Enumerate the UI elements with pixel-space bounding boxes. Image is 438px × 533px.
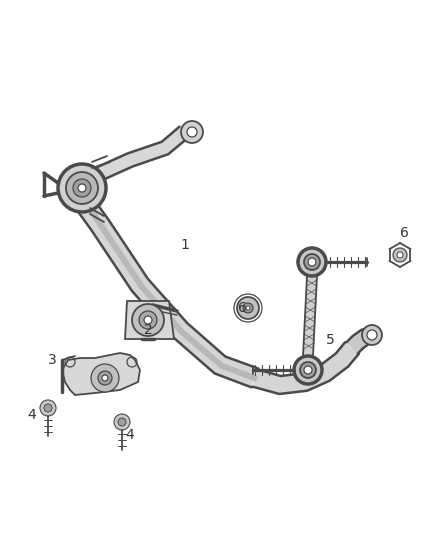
Circle shape — [132, 304, 164, 336]
Circle shape — [397, 252, 403, 258]
Polygon shape — [87, 127, 188, 184]
Circle shape — [40, 400, 56, 416]
Text: 6: 6 — [399, 226, 409, 240]
Circle shape — [144, 316, 152, 324]
Circle shape — [187, 127, 197, 137]
Circle shape — [114, 414, 130, 430]
Text: 4: 4 — [126, 428, 134, 442]
Text: 2: 2 — [144, 323, 152, 337]
Circle shape — [304, 366, 312, 374]
Text: 3: 3 — [48, 353, 57, 367]
Circle shape — [139, 311, 157, 329]
Circle shape — [298, 248, 326, 276]
Polygon shape — [125, 301, 174, 339]
Circle shape — [91, 364, 119, 392]
Text: 4: 4 — [28, 408, 36, 422]
Circle shape — [300, 362, 316, 378]
Polygon shape — [346, 327, 374, 354]
Circle shape — [393, 248, 407, 262]
Circle shape — [98, 371, 112, 385]
Text: 1: 1 — [180, 238, 190, 252]
Polygon shape — [62, 353, 140, 395]
Circle shape — [304, 254, 320, 270]
Text: 5: 5 — [325, 333, 334, 347]
Circle shape — [367, 330, 377, 340]
Circle shape — [73, 179, 91, 197]
Circle shape — [78, 184, 86, 192]
Circle shape — [118, 418, 126, 426]
Circle shape — [237, 297, 259, 319]
Polygon shape — [74, 194, 258, 387]
Circle shape — [308, 258, 316, 266]
Circle shape — [44, 404, 52, 412]
Circle shape — [102, 375, 108, 381]
Circle shape — [181, 121, 203, 143]
Polygon shape — [303, 276, 317, 356]
Circle shape — [243, 303, 253, 313]
Circle shape — [66, 172, 98, 204]
Circle shape — [246, 306, 250, 310]
Circle shape — [294, 356, 322, 384]
Circle shape — [58, 164, 106, 212]
Circle shape — [362, 325, 382, 345]
Text: 6: 6 — [237, 301, 247, 315]
Polygon shape — [84, 200, 258, 382]
Polygon shape — [253, 342, 359, 394]
